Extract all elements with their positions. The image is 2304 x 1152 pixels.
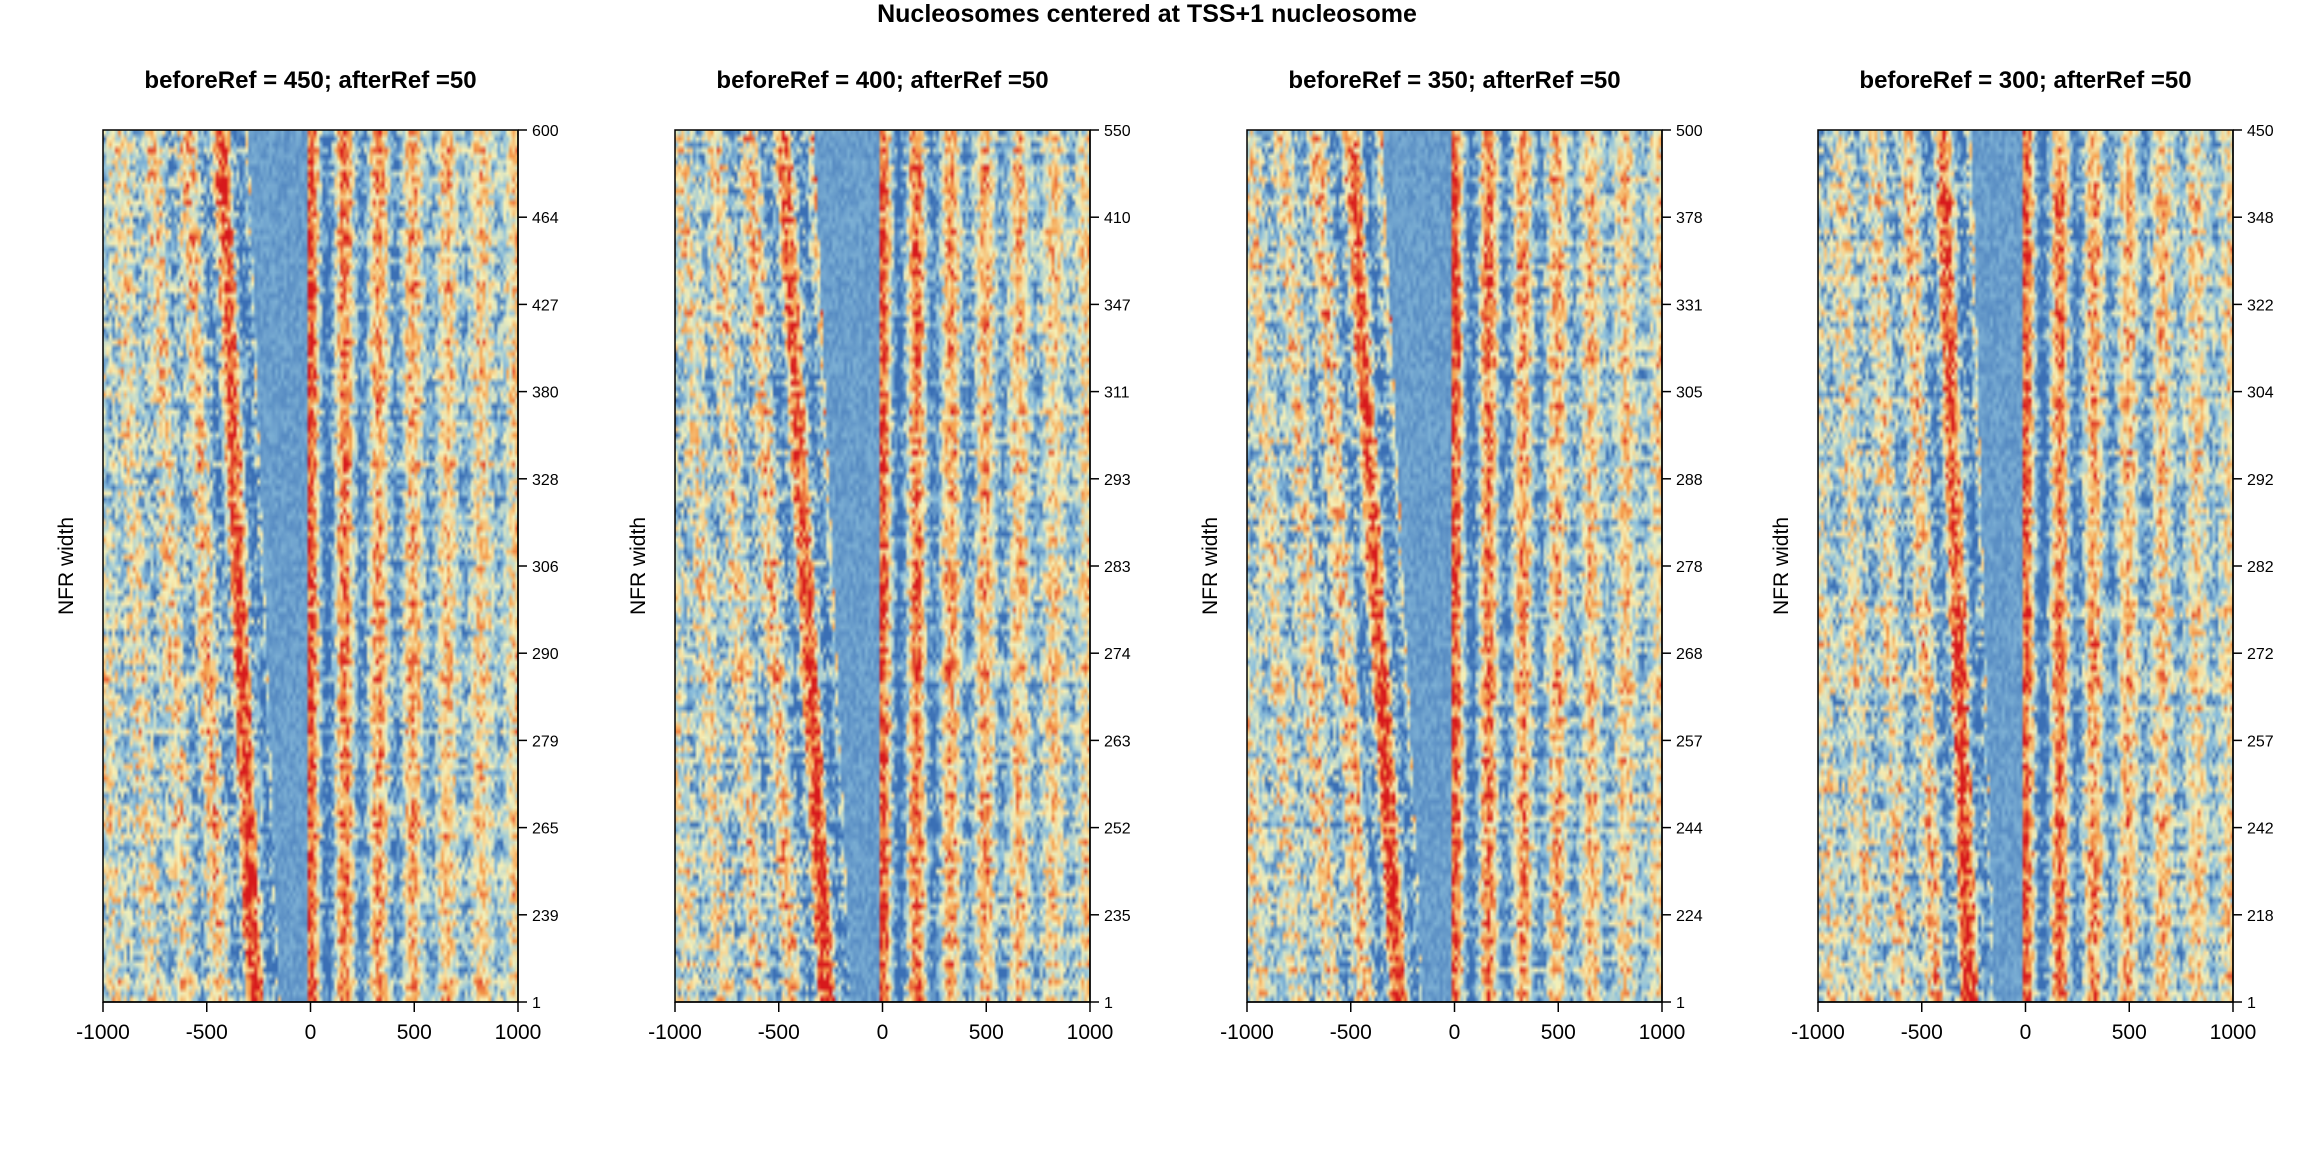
panels: beforeRef = 450; afterRef =50 NFR width -1… [55, 67, 2274, 1044]
y-tick-label: 279 [532, 733, 559, 750]
y-axis-label: NFR width [55, 517, 78, 615]
y-tick-label: 450 [2247, 123, 2274, 140]
y-tick-label: 331 [1676, 297, 1703, 314]
y-tick-label: 427 [532, 297, 559, 314]
y-tick-label: 311 [1104, 385, 1130, 402]
y-tick-label: 265 [532, 821, 559, 838]
y-tick-label: 378 [1676, 210, 1703, 227]
y-tick-label: 257 [1676, 733, 1703, 750]
y-axis-label: NFR width [1199, 517, 1222, 615]
heatmap-image [1818, 130, 2233, 1002]
y-tick-label: 292 [2247, 472, 2274, 489]
y-tick-label: 278 [1676, 559, 1703, 576]
x-tick-label: -500 [1901, 1021, 1943, 1044]
y-tick-label: 290 [532, 646, 559, 663]
y-tick-label: 288 [1676, 472, 1703, 489]
panel-3: beforeRef = 350; afterRef =50 NFR width -1… [1199, 67, 1703, 1044]
y-tick-label: 305 [1676, 385, 1703, 402]
x-tick-label: 0 [2020, 1021, 2032, 1044]
y-tick-label: 410 [1104, 210, 1131, 227]
y-tick-label: 272 [2247, 646, 2274, 663]
y-tick-label: 282 [2247, 559, 2274, 576]
panel-title: beforeRef = 350; afterRef =50 [1288, 67, 1620, 94]
x-tick-label: -1000 [76, 1021, 130, 1044]
x-tick-label: -1000 [648, 1021, 702, 1044]
y-tick-label: 263 [1104, 733, 1131, 750]
x-tick-label: 1000 [1639, 1021, 1686, 1044]
y-tick-label: 306 [532, 559, 559, 576]
panel-1: beforeRef = 450; afterRef =50 NFR width -1… [55, 67, 559, 1044]
y-tick-label: 1 [1104, 995, 1113, 1012]
x-tick-label: -1000 [1791, 1021, 1845, 1044]
y-tick-label: 268 [1676, 646, 1703, 663]
y-tick-label: 550 [1104, 123, 1131, 140]
y-tick-label: 500 [1676, 123, 1703, 140]
heatmap-image [1247, 130, 1662, 1002]
y-tick-label: 322 [2247, 297, 2274, 314]
x-tick-label: -500 [186, 1021, 228, 1044]
heatmap-image [675, 130, 1090, 1002]
heatmap-image [103, 130, 518, 1002]
x-tick-label: 500 [1541, 1021, 1576, 1044]
x-tick-label: 1000 [1067, 1021, 1114, 1044]
panel-title: beforeRef = 450; afterRef =50 [144, 67, 476, 94]
x-tick-label: 500 [969, 1021, 1004, 1044]
x-tick-label: 0 [1449, 1021, 1461, 1044]
y-tick-label: 293 [1104, 472, 1131, 489]
y-tick-label: 239 [532, 908, 559, 925]
x-tick-label: 1000 [2210, 1021, 2257, 1044]
panel-title: beforeRef = 300; afterRef =50 [1859, 67, 2191, 94]
x-tick-label: -500 [1330, 1021, 1372, 1044]
y-tick-label: 304 [2247, 385, 2274, 402]
x-tick-label: -500 [758, 1021, 800, 1044]
main-title: Nucleosomes centered at TSS+1 nucleosome [877, 0, 1417, 28]
y-tick-label: 235 [1104, 908, 1131, 925]
y-tick-label: 242 [2247, 821, 2274, 838]
y-tick-label: 1 [1676, 995, 1685, 1012]
panel-2: beforeRef = 400; afterRef =50 NFR width -1… [627, 67, 1131, 1044]
y-tick-label: 1 [532, 995, 541, 1012]
x-tick-label: 0 [877, 1021, 889, 1044]
y-tick-label: 224 [1676, 908, 1703, 925]
x-tick-label: 500 [2112, 1021, 2147, 1044]
y-axis-label: NFR width [1770, 517, 1793, 615]
x-tick-label: -1000 [1220, 1021, 1274, 1044]
y-tick-label: 218 [2247, 908, 2274, 925]
y-tick-label: 348 [2247, 210, 2274, 227]
panel-4: beforeRef = 300; afterRef =50 NFR width -1… [1770, 67, 2274, 1044]
x-tick-label: 1000 [495, 1021, 542, 1044]
y-axis-label: NFR width [627, 517, 650, 615]
y-tick-label: 1 [2247, 995, 2256, 1012]
y-tick-label: 464 [532, 210, 559, 227]
panel-title: beforeRef = 400; afterRef =50 [716, 67, 1048, 94]
x-tick-label: 500 [397, 1021, 432, 1044]
y-tick-label: 283 [1104, 559, 1131, 576]
y-tick-label: 347 [1104, 297, 1131, 314]
y-tick-label: 257 [2247, 733, 2274, 750]
y-tick-label: 328 [532, 472, 559, 489]
y-tick-label: 252 [1104, 821, 1131, 838]
y-tick-label: 274 [1104, 646, 1131, 663]
y-tick-label: 380 [532, 385, 559, 402]
y-tick-label: 600 [532, 123, 559, 140]
x-tick-label: 0 [305, 1021, 317, 1044]
y-tick-label: 244 [1676, 821, 1703, 838]
